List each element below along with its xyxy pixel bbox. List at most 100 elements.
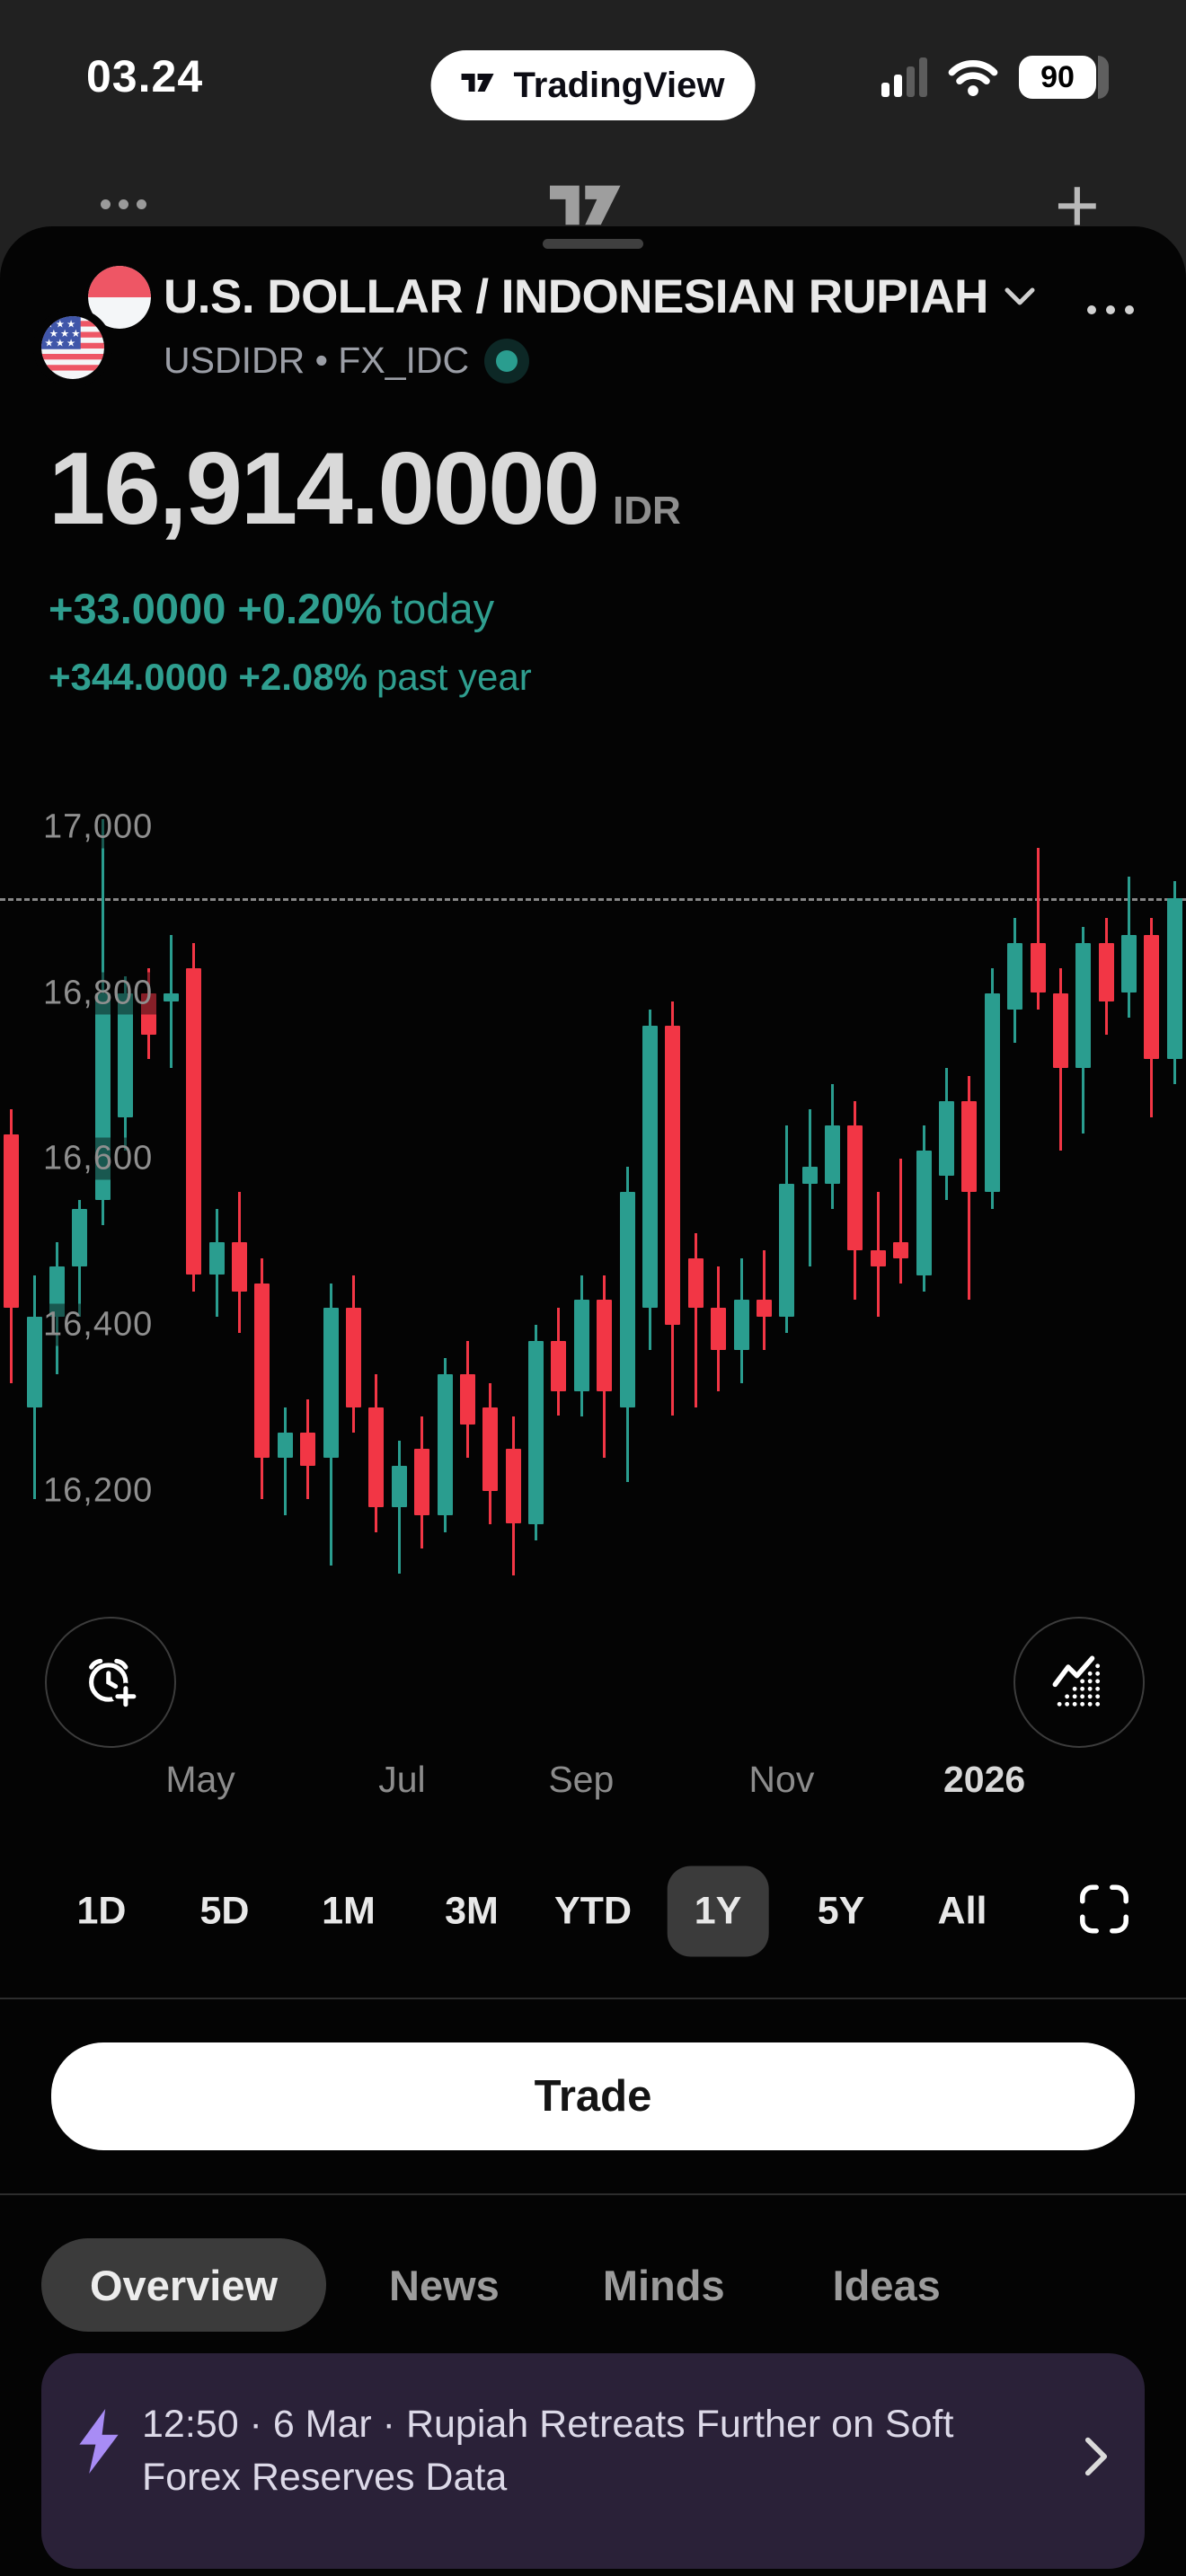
candle-body <box>1166 898 1182 1060</box>
last-price: 16,914.0000 <box>49 432 600 546</box>
svg-text:★: ★ <box>45 336 54 348</box>
tab-minds[interactable]: Minds <box>602 2261 725 2309</box>
area-chart-icon <box>1052 1655 1101 1707</box>
range-3m[interactable]: 3M <box>445 1889 499 1933</box>
x-axis-label-sep: Sep <box>548 1759 615 1800</box>
range-5y[interactable]: 5Y <box>817 1889 865 1933</box>
candle-body <box>208 1241 225 1275</box>
y-axis-label: 17,000 <box>43 806 163 849</box>
range-1y[interactable]: 1Y <box>667 1866 769 1957</box>
candle-body <box>232 1241 247 1292</box>
candle-body <box>505 1449 521 1524</box>
candle-body <box>870 1249 886 1267</box>
tradingview-logo-icon <box>461 74 494 92</box>
range-ytd[interactable]: YTD <box>554 1889 632 1933</box>
y-axis-label: 16,800 <box>43 972 163 1014</box>
candle-body <box>801 1167 818 1184</box>
candle-body <box>551 1341 567 1391</box>
candle-body <box>984 992 1000 1193</box>
header-more-icon[interactable] <box>101 199 146 209</box>
symbol-title[interactable]: U.S. DOLLAR / INDONESIAN RUPIAH <box>164 270 988 323</box>
lightning-bolt-icon <box>79 2409 119 2474</box>
candle-wick <box>397 1441 401 1574</box>
tab-news[interactable]: News <box>389 2261 500 2309</box>
price-currency: IDR <box>612 489 681 533</box>
chevron-down-icon[interactable] <box>1005 287 1035 307</box>
candle-body <box>756 1300 772 1317</box>
section-tabs: Overview News Minds Ideas <box>41 2238 941 2332</box>
range-5d[interactable]: 5D <box>199 1889 250 1933</box>
candle-body <box>300 1433 316 1466</box>
candle-wick <box>694 1233 697 1408</box>
status-time: 03.24 <box>86 51 204 101</box>
divider <box>0 1998 1186 1999</box>
candlestick-chart[interactable]: 17,000 16,800 16,600 16,400 16,200 <box>0 781 1186 1617</box>
tab-overview[interactable]: Overview <box>41 2238 327 2332</box>
alarm-plus-icon <box>89 1658 140 1710</box>
candle-body <box>779 1183 795 1317</box>
candle-body <box>140 992 156 1035</box>
candle-wick <box>899 1159 903 1284</box>
x-axis-label-jul: Jul <box>378 1759 426 1800</box>
candle-body <box>665 1026 681 1325</box>
candle-body <box>1098 943 1114 1001</box>
wifi-icon <box>948 60 998 96</box>
symbol-subtitle: USDIDR • FX_IDC <box>164 340 470 381</box>
x-axis-label-2026: 2026 <box>943 1759 1026 1800</box>
status-icons: 90 <box>881 56 1109 99</box>
create-alert-button[interactable] <box>45 1617 176 1748</box>
range-all[interactable]: All <box>937 1889 987 1933</box>
range-1m[interactable]: 1M <box>322 1889 376 1933</box>
trade-button[interactable]: Trade <box>51 2042 1135 2150</box>
candle-wick <box>1036 847 1040 1010</box>
svg-text:★: ★ <box>56 317 65 330</box>
range-selector: 1D 5D 1M 3M YTD 1Y 5Y All <box>0 1857 1186 1965</box>
dynamic-island-app-pill[interactable]: TradingView <box>430 50 756 120</box>
candle-body <box>368 1407 385 1508</box>
market-open-status-dot <box>496 349 518 372</box>
candle-body <box>893 1241 909 1259</box>
candle-body <box>94 992 111 1201</box>
range-1d[interactable]: 1D <box>76 1889 127 1933</box>
change-past-year: +344.0000 +2.08% past year <box>49 656 532 698</box>
x-axis-label-may: May <box>165 1759 235 1800</box>
news-item[interactable]: 12:50 · 6 Mar · Rupiah Retreats Further … <box>41 2353 1145 2569</box>
divider <box>0 2193 1186 2195</box>
symbol-menu-icon[interactable] <box>1087 305 1134 314</box>
candle-body <box>528 1341 544 1524</box>
sheet-drag-handle[interactable] <box>543 239 643 249</box>
svg-text:★: ★ <box>60 327 69 340</box>
candle-body <box>414 1449 430 1516</box>
candle-body <box>459 1374 475 1425</box>
candle-body <box>254 1283 270 1458</box>
candle-body <box>1052 992 1068 1068</box>
fullscreen-icon <box>1080 1884 1128 1934</box>
svg-text:★: ★ <box>66 317 75 330</box>
candle-body <box>597 1300 613 1391</box>
x-axis-label-nov: Nov <box>748 1759 815 1800</box>
svg-text:★: ★ <box>66 336 75 348</box>
fullscreen-button[interactable] <box>1075 1880 1134 1944</box>
news-headline: 12:50 · 6 Mar · Rupiah Retreats Further … <box>142 2403 954 2499</box>
chevron-right-icon <box>1084 2437 1108 2476</box>
y-axis-label: 16,600 <box>43 1137 163 1180</box>
candle-body <box>642 1026 658 1309</box>
candle-body <box>619 1192 635 1408</box>
candle-body <box>186 967 202 1275</box>
indonesia-flag-icon <box>88 266 151 329</box>
chart-style-button[interactable] <box>1013 1617 1145 1748</box>
candle-body <box>4 1134 20 1309</box>
tab-ideas[interactable]: Ideas <box>832 2261 941 2309</box>
candle-body <box>1144 934 1160 1060</box>
candle-body <box>163 992 179 1001</box>
svg-text:★: ★ <box>49 327 58 340</box>
candle-body <box>437 1374 453 1516</box>
candle-body <box>961 1100 978 1193</box>
y-axis-label: 16,200 <box>43 1469 163 1513</box>
candle-body <box>733 1300 749 1350</box>
svg-text:★: ★ <box>56 336 65 348</box>
last-price-dashed-line <box>0 898 1186 902</box>
candle-body <box>939 1100 954 1176</box>
y-axis-label: 16,400 <box>43 1303 163 1346</box>
candle-body <box>711 1308 727 1350</box>
